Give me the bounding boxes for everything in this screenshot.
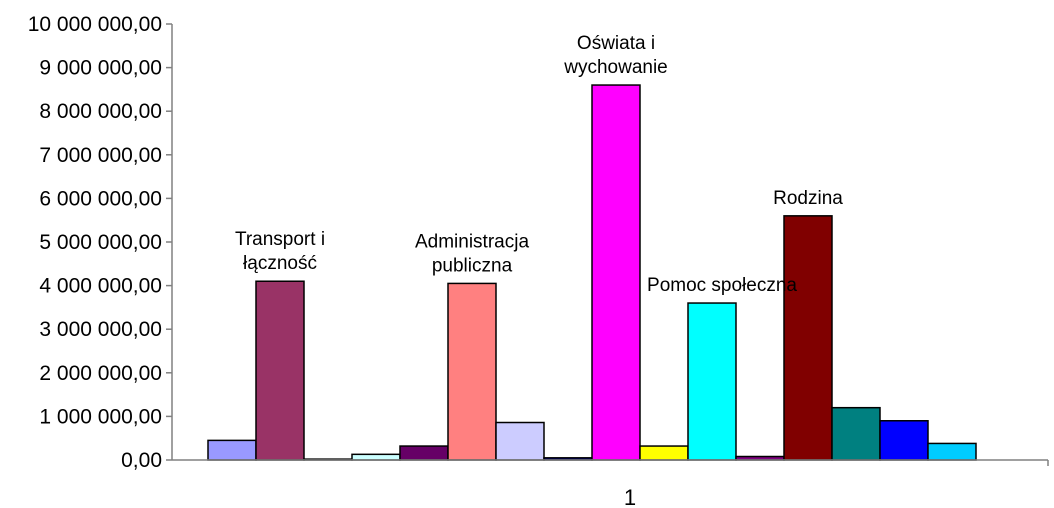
category-annotation: Transport i (235, 229, 325, 250)
bar (591, 84, 641, 461)
annotations: Transport i łączność Administracja publiczn… (235, 33, 843, 296)
x-axis: 1 (172, 459, 1049, 508)
category-annotation: Administracja (415, 231, 529, 252)
bar (879, 420, 929, 461)
bar (831, 406, 881, 461)
y-tick-label: 6 000 000,00 (39, 187, 162, 210)
category-annotation: Oświata i (577, 33, 655, 54)
y-tick-label: 10 000 000,00 (28, 13, 162, 36)
bar (687, 302, 737, 461)
y-tick-label: 3 000 000,00 (39, 318, 162, 341)
y-tick-label: 7 000 000,00 (39, 144, 162, 167)
y-tick-label: 9 000 000,00 (39, 57, 162, 80)
bar (207, 439, 257, 461)
y-tick-label: 1 000 000,00 (39, 405, 162, 428)
y-tick-label: 0,00 (121, 449, 162, 472)
bar (255, 280, 305, 461)
bar (351, 453, 401, 461)
y-tick-label: 2 000 000,00 (39, 362, 162, 385)
category-annotation: publiczna (432, 255, 513, 276)
bar (447, 282, 497, 461)
y-tick-label: 4 000 000,00 (39, 275, 162, 298)
y-tick-label: 5 000 000,00 (39, 231, 162, 254)
y-tick-label: 8 000 000,00 (39, 100, 162, 123)
category-annotation: łączność (243, 253, 317, 274)
x-category-label: 1 (624, 485, 636, 508)
bar (639, 445, 689, 461)
bar (783, 215, 833, 461)
bar (495, 421, 545, 461)
bar (399, 445, 449, 461)
category-annotation: Rodzina (773, 188, 843, 209)
category-annotation: wychowanie (563, 57, 668, 78)
bar (927, 442, 977, 461)
bars (207, 84, 977, 461)
y-axis: 0,00 1 000 000,00 2 000 000,00 3 000 000,00… (28, 13, 173, 472)
category-annotation: Pomoc społeczna (647, 275, 797, 296)
